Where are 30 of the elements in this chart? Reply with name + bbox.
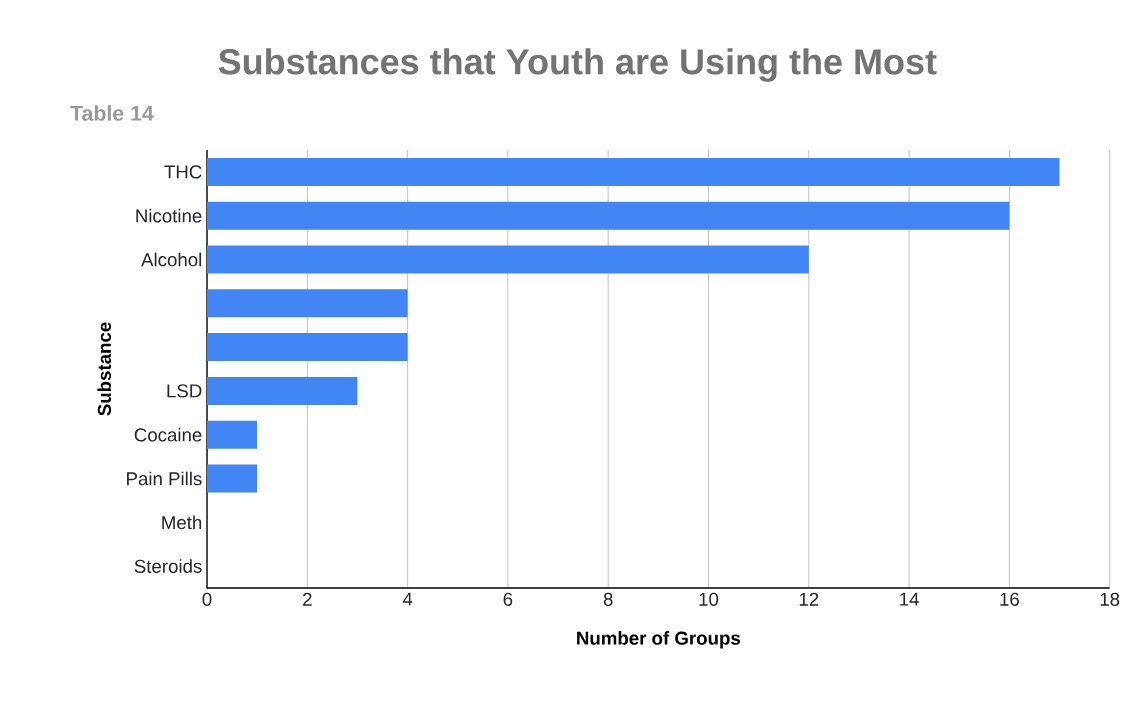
y-tick-label: Pain Pills xyxy=(127,471,202,486)
y-tick-label: Nicotine xyxy=(136,208,202,223)
x-tick-label: 6 xyxy=(503,592,513,606)
x-tick-label: 18 xyxy=(1100,592,1120,606)
bar xyxy=(207,333,408,362)
x-tick-label: 10 xyxy=(699,592,719,606)
y-tick-label: LSD xyxy=(167,384,202,398)
bar xyxy=(207,376,358,405)
x-tick-label: 2 xyxy=(303,592,312,606)
bar xyxy=(207,157,1060,186)
y-tick-label: Steroids xyxy=(134,559,202,573)
y-axis-title: Substance xyxy=(97,322,112,416)
bar xyxy=(207,420,258,449)
bar xyxy=(207,201,1010,230)
y-tick-label: Alcohol xyxy=(141,252,202,267)
chart-title: Substances that Youth are Using the Most xyxy=(218,48,937,82)
x-tick-label: 8 xyxy=(603,592,613,606)
y-tick-label: Meth xyxy=(162,515,202,530)
chart-subtitle: Table 14 xyxy=(70,105,154,121)
x-tick-label: 4 xyxy=(402,592,413,606)
x-tick-label: 14 xyxy=(900,592,919,606)
y-tick-label: Cocaine xyxy=(134,427,202,442)
bar xyxy=(207,289,408,318)
x-tick-label: 16 xyxy=(1000,592,1019,606)
y-tick-label: THC xyxy=(164,165,202,179)
x-tick-label: 12 xyxy=(799,592,819,606)
x-tick-label: 0 xyxy=(202,592,212,606)
x-axis-title: Number of Groups xyxy=(577,631,741,649)
bar xyxy=(207,245,809,274)
bar xyxy=(207,464,258,493)
